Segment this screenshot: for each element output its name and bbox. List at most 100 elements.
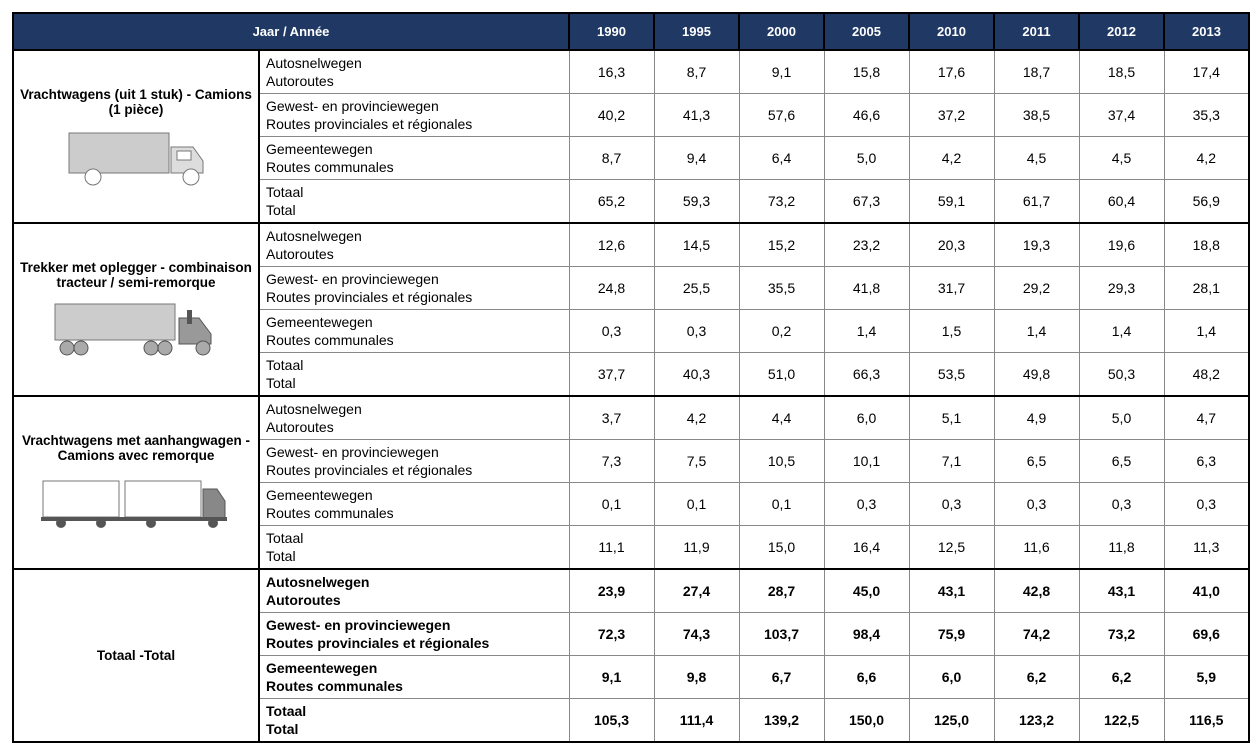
value-cell: 65,2 — [568, 179, 655, 224]
value-cell: 60,4 — [1078, 179, 1165, 224]
value-cell: 98,4 — [823, 612, 910, 656]
row-label-cell: Gemeentewegen Routes communales — [258, 309, 570, 353]
row-label: Total — [266, 548, 296, 564]
value-cell: 0,1 — [653, 482, 740, 526]
row-label: Routes provinciales et régionales — [266, 116, 473, 132]
value-cell: 8,7 — [653, 49, 740, 94]
row-label: Gewest- en provinciewegen — [266, 617, 451, 633]
value-cell: 67,3 — [823, 179, 910, 224]
value-cell: 111,4 — [653, 698, 740, 743]
value-cell: 69,6 — [1163, 612, 1250, 656]
value-cell: 9,8 — [653, 655, 740, 699]
value-cell: 29,3 — [1078, 266, 1165, 310]
year-header: 2013 — [1163, 12, 1250, 51]
value-cell: 18,8 — [1163, 222, 1250, 267]
group-label: Vrachtwagens met aanhangwagen - Camions … — [21, 432, 251, 463]
data-table: Jaar / Année 1990 1995 2000 2005 2010 2011 201… — [12, 12, 1250, 743]
row-label: Autoroutes — [266, 419, 334, 435]
value-cell: 1,4 — [823, 309, 910, 353]
value-cell: 123,2 — [993, 698, 1080, 743]
row-label: Gewest- en provinciewegen — [266, 98, 439, 114]
group-label: Trekker met oplegger - combinaison tract… — [20, 259, 252, 290]
header-label: Jaar / Année — [12, 12, 570, 51]
row-label: Total — [266, 202, 296, 218]
value-cell: 23,9 — [568, 568, 655, 613]
table-row: Totaal Total 11,1 11,9 15,0 16,4 12,5 11,6 11,8 1… — [13, 525, 1250, 570]
value-cell: 6,2 — [993, 655, 1080, 699]
row-label-cell: Autosnelwegen Autoroutes — [258, 568, 570, 613]
table-row: Trekker met oplegger - combinaison tract… — [12, 222, 1250, 397]
value-cell: 19,3 — [993, 222, 1080, 267]
value-cell: 17,4 — [1163, 49, 1250, 94]
value-cell: 0,3 — [993, 482, 1080, 526]
value-cell: 74,2 — [993, 612, 1080, 656]
group-label: Vrachtwagens (uit 1 stuk) - Camions (1 p… — [20, 86, 252, 117]
table-row: Gewest- en provinciewegen Routes provinci… — [13, 93, 1250, 137]
value-cell: 0,3 — [1163, 482, 1250, 526]
value-cell: 37,2 — [908, 93, 995, 137]
value-cell: 9,1 — [568, 655, 655, 699]
value-cell: 37,4 — [1078, 93, 1165, 137]
value-cell: 4,2 — [653, 395, 740, 440]
value-cell: 35,3 — [1163, 93, 1250, 137]
row-label-cell: Totaal Total — [258, 698, 570, 743]
value-cell: 105,3 — [568, 698, 655, 743]
value-cell: 25,5 — [653, 266, 740, 310]
value-cell: 5,0 — [1078, 395, 1165, 440]
value-cell: 41,8 — [823, 266, 910, 310]
value-cell: 17,6 — [908, 49, 995, 94]
value-cell: 41,0 — [1163, 568, 1250, 613]
value-cell: 10,5 — [738, 439, 825, 483]
row-label: Totaal — [266, 530, 304, 546]
table-row: Gemeentewegen Routes communales 0,3 0,3 0,2 1… — [13, 309, 1250, 353]
value-cell: 59,3 — [653, 179, 740, 224]
value-cell: 0,3 — [568, 309, 655, 353]
value-cell: 1,4 — [1078, 309, 1165, 353]
value-cell: 6,2 — [1078, 655, 1165, 699]
value-cell: 15,0 — [738, 525, 825, 570]
row-label: Routes communales — [266, 505, 394, 521]
row-label: Gewest- en provinciewegen — [266, 444, 439, 460]
group-cell: Vrachtwagens (uit 1 stuk) - Camions (1 p… — [12, 49, 260, 224]
value-cell: 46,6 — [823, 93, 910, 137]
value-cell: 6,5 — [993, 439, 1080, 483]
value-cell: 6,5 — [1078, 439, 1165, 483]
row-label-cell: Gewest- en provinciewegen Routes provinci… — [258, 612, 570, 656]
row-label-cell: Totaal Total — [258, 179, 570, 224]
row-label: Autosnelwegen — [266, 228, 362, 244]
value-cell: 42,8 — [993, 568, 1080, 613]
value-cell: 0,2 — [738, 309, 825, 353]
value-cell: 125,0 — [908, 698, 995, 743]
value-cell: 5,1 — [908, 395, 995, 440]
value-cell: 0,3 — [908, 482, 995, 526]
value-cell: 16,3 — [568, 49, 655, 94]
row-label: Routes provinciales et régionales — [266, 635, 490, 651]
value-cell: 61,7 — [993, 179, 1080, 224]
value-cell: 1,5 — [908, 309, 995, 353]
table-row: Totaal -Total Autosnelwegen Autoroutes 23,9… — [12, 568, 1250, 743]
value-cell: 16,4 — [823, 525, 910, 570]
value-cell: 28,7 — [738, 568, 825, 613]
value-cell: 31,7 — [908, 266, 995, 310]
value-cell: 11,8 — [1078, 525, 1165, 570]
value-cell: 72,3 — [568, 612, 655, 656]
value-cell: 7,1 — [908, 439, 995, 483]
value-cell: 12,5 — [908, 525, 995, 570]
value-cell: 51,0 — [738, 352, 825, 397]
row-label: Total — [266, 721, 299, 737]
row-label: Gewest- en provinciewegen — [266, 271, 439, 287]
year-header: 1990 — [568, 12, 655, 51]
value-cell: 6,0 — [908, 655, 995, 699]
row-label: Total — [266, 375, 296, 391]
value-cell: 0,3 — [653, 309, 740, 353]
row-label: Gemeentewegen — [266, 487, 373, 503]
value-cell: 3,7 — [568, 395, 655, 440]
value-cell: 74,3 — [653, 612, 740, 656]
value-cell: 75,9 — [908, 612, 995, 656]
value-cell: 4,5 — [993, 136, 1080, 180]
value-cell: 20,3 — [908, 222, 995, 267]
value-cell: 0,1 — [738, 482, 825, 526]
value-cell: 41,3 — [653, 93, 740, 137]
value-cell: 14,5 — [653, 222, 740, 267]
